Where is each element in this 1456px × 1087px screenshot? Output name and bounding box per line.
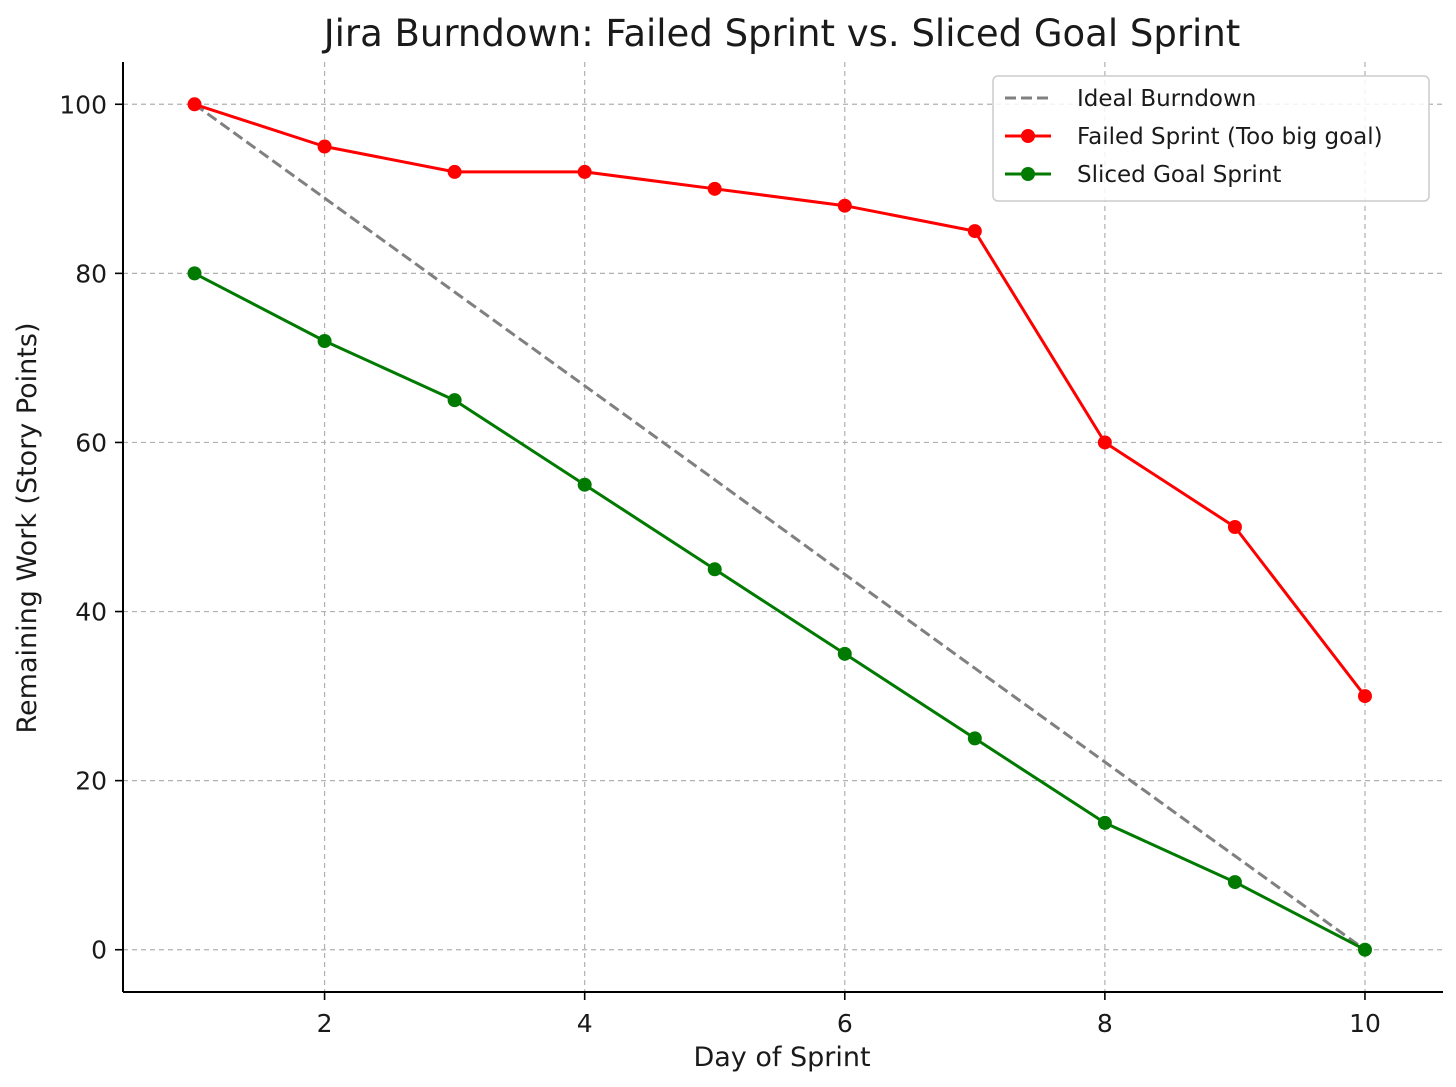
y-tick-label: 0 [91, 936, 107, 965]
data-point [317, 334, 332, 348]
legend-entry: Failed Sprint (Too big goal) [1077, 124, 1383, 150]
y-axis-label: Remaining Work (Story Points) [12, 323, 43, 734]
data-point [1227, 520, 1242, 534]
y-tick-label: 80 [75, 259, 107, 288]
series-1 [187, 97, 1372, 704]
legend-swatch-marker [1021, 167, 1035, 181]
legend-entry: Sliced Goal Sprint [1077, 162, 1281, 188]
x-tick-label: 8 [1097, 1009, 1113, 1038]
axes [122, 62, 1443, 993]
x-tick-label: 2 [317, 1009, 333, 1038]
data-point [1227, 875, 1242, 890]
y-tick-label: 40 [75, 598, 107, 627]
data-point [1097, 435, 1112, 450]
x-tick-label: 10 [1349, 1009, 1381, 1038]
data-point [1357, 689, 1372, 704]
grid [123, 62, 1443, 992]
data-point [317, 139, 332, 154]
legend: Ideal Burndown Failed Sprint (Too big goa… [992, 75, 1430, 202]
series-line [194, 102, 1367, 698]
data-point [187, 97, 202, 112]
data-point [837, 198, 852, 213]
x-tick-label: 6 [837, 1009, 853, 1038]
y-tick-label: 60 [75, 428, 107, 457]
x-tick-label: 4 [577, 1009, 593, 1038]
data-point [447, 393, 462, 408]
data-point [707, 181, 722, 196]
series-group [187, 97, 1372, 957]
chart-title: Jira Burndown: Failed Sprint vs. Sliced … [322, 12, 1241, 55]
series-line [193, 103, 1366, 951]
legend-swatch-marker [1021, 129, 1035, 143]
data-point [447, 164, 462, 179]
series-2 [187, 266, 1372, 957]
series-line [193, 272, 1366, 952]
data-point [1097, 815, 1112, 830]
legend-frame [992, 75, 1430, 202]
legend-entry: Ideal Burndown [1077, 86, 1256, 112]
data-point [577, 477, 592, 492]
y-tick-label: 100 [59, 90, 107, 119]
data-point [1357, 942, 1372, 957]
data-point [707, 562, 722, 577]
data-point [837, 646, 852, 661]
series-0 [193, 103, 1366, 951]
data-point [967, 224, 982, 239]
data-point [967, 731, 982, 746]
data-point [187, 266, 202, 281]
y-tick-label: 20 [75, 767, 107, 796]
x-axis-label: Day of Sprint [693, 1042, 870, 1073]
data-point [577, 164, 592, 179]
